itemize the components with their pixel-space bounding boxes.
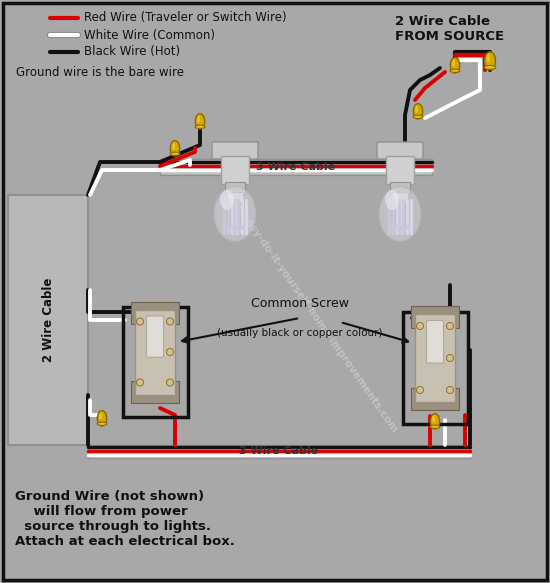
FancyBboxPatch shape — [377, 142, 423, 159]
Ellipse shape — [220, 190, 234, 210]
Circle shape — [136, 379, 144, 386]
FancyBboxPatch shape — [131, 381, 179, 402]
Ellipse shape — [195, 125, 205, 128]
Text: (usually black or copper colour): (usually black or copper colour) — [217, 328, 383, 338]
Ellipse shape — [97, 422, 107, 426]
FancyBboxPatch shape — [146, 316, 163, 357]
Circle shape — [447, 354, 454, 361]
Ellipse shape — [170, 152, 180, 156]
Ellipse shape — [99, 412, 102, 420]
Text: White Wire (Common): White Wire (Common) — [84, 29, 215, 41]
FancyBboxPatch shape — [426, 321, 443, 363]
Circle shape — [136, 318, 144, 325]
Ellipse shape — [487, 54, 490, 63]
Text: FROM SOURCE: FROM SOURCE — [395, 30, 504, 43]
FancyBboxPatch shape — [390, 182, 410, 194]
Text: Red Wire (Traveler or Switch Wire): Red Wire (Traveler or Switch Wire) — [84, 12, 287, 24]
FancyBboxPatch shape — [227, 192, 243, 202]
Ellipse shape — [379, 187, 421, 241]
FancyBboxPatch shape — [8, 195, 88, 445]
FancyBboxPatch shape — [3, 3, 547, 580]
Text: 3 Wire Cable: 3 Wire Cable — [239, 447, 318, 456]
Ellipse shape — [197, 115, 200, 123]
FancyBboxPatch shape — [392, 192, 408, 202]
Ellipse shape — [430, 413, 439, 429]
Ellipse shape — [450, 58, 460, 73]
Ellipse shape — [432, 415, 435, 423]
FancyBboxPatch shape — [386, 156, 414, 184]
FancyBboxPatch shape — [212, 142, 258, 159]
Ellipse shape — [452, 59, 455, 67]
FancyBboxPatch shape — [411, 306, 459, 328]
Ellipse shape — [484, 65, 496, 69]
Text: Ground Wire (not shown)
    will flow from power
  source through to lights.
Att: Ground Wire (not shown) will flow from p… — [15, 490, 235, 548]
Ellipse shape — [430, 425, 440, 429]
Text: www.easy-do-it-yourself-home-improvements.com: www.easy-do-it-yourself-home-improvement… — [221, 185, 399, 435]
Ellipse shape — [385, 190, 399, 210]
Circle shape — [167, 318, 173, 325]
Ellipse shape — [485, 52, 496, 70]
FancyBboxPatch shape — [131, 301, 179, 324]
FancyBboxPatch shape — [415, 314, 455, 402]
Circle shape — [416, 322, 424, 329]
Text: Black Wire (Hot): Black Wire (Hot) — [84, 45, 180, 58]
Text: 2 Wire Cable: 2 Wire Cable — [395, 15, 490, 28]
Ellipse shape — [414, 104, 423, 119]
FancyBboxPatch shape — [225, 182, 245, 194]
FancyBboxPatch shape — [411, 388, 459, 410]
FancyBboxPatch shape — [221, 156, 249, 184]
Ellipse shape — [214, 187, 256, 241]
Text: 2 Wire Cable: 2 Wire Cable — [41, 278, 54, 362]
Ellipse shape — [450, 69, 460, 72]
Ellipse shape — [172, 142, 175, 150]
Text: Ground wire is the bare wire: Ground wire is the bare wire — [16, 66, 184, 79]
Ellipse shape — [413, 115, 423, 118]
Circle shape — [167, 379, 173, 386]
Ellipse shape — [97, 410, 107, 426]
FancyBboxPatch shape — [135, 310, 175, 395]
Text: 3 Wire Cable: 3 Wire Cable — [256, 162, 336, 172]
Circle shape — [447, 322, 454, 329]
Text: Common Screw: Common Screw — [251, 297, 349, 310]
FancyBboxPatch shape — [88, 445, 470, 458]
Ellipse shape — [415, 106, 418, 113]
Circle shape — [416, 387, 424, 394]
Circle shape — [167, 349, 173, 356]
Circle shape — [447, 387, 454, 394]
Ellipse shape — [195, 114, 205, 129]
FancyBboxPatch shape — [160, 159, 432, 175]
Ellipse shape — [170, 141, 180, 156]
